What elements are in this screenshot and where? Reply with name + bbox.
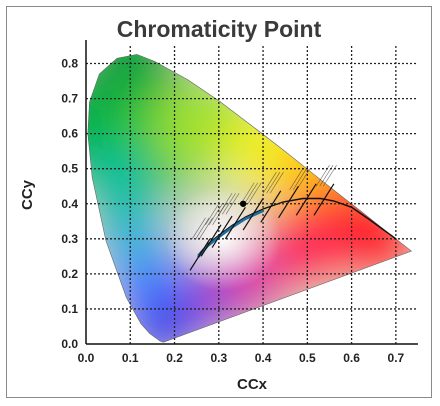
isotemperature-line xyxy=(189,238,211,271)
cct-label-mark xyxy=(199,217,213,239)
chart-title: Chromaticity Point xyxy=(116,16,322,42)
cct-label-mark xyxy=(247,182,262,204)
isotemperature-line xyxy=(224,206,246,240)
cct-label-mark xyxy=(289,168,304,190)
isotemperature-line xyxy=(278,185,299,219)
cct-label-mark xyxy=(269,172,284,194)
x-tick-labels: 0.0 0.1 0.2 0.3 0.4 0.5 0.6 0.7 xyxy=(78,351,405,365)
cct-label-mark xyxy=(292,168,307,190)
y-tick-label: 0.2 xyxy=(61,267,78,281)
x-tick-label: 0.1 xyxy=(122,351,139,365)
y-tick-labels: 0.0 0.1 0.2 0.3 0.4 0.5 0.6 0.7 0.8 xyxy=(61,57,78,351)
y-tick-label: 0.7 xyxy=(61,92,78,106)
isotemperature-line xyxy=(313,183,335,216)
x-tick-label: 0.6 xyxy=(343,351,360,365)
y-tick-label: 0.5 xyxy=(61,162,78,176)
spectral-locus-outline xyxy=(87,54,413,343)
spectral-locus-fill xyxy=(87,54,412,343)
isotemperature-line xyxy=(295,183,317,216)
y-tick-label: 0.0 xyxy=(61,337,78,351)
y-tick-label: 0.3 xyxy=(61,232,78,246)
cct-label-mark xyxy=(315,165,330,187)
data-points xyxy=(239,200,247,207)
cct-label-mark xyxy=(222,193,236,215)
x-tick-label: 0.7 xyxy=(388,351,405,365)
planckian-locus xyxy=(189,165,397,271)
cct-label-mark xyxy=(262,172,277,194)
x-tick-label: 0.2 xyxy=(166,351,183,365)
isotemperature-line xyxy=(242,198,264,231)
x-tick-label: 0.3 xyxy=(210,351,227,365)
y-tick-label: 0.8 xyxy=(61,57,78,71)
cct-label-mark xyxy=(205,203,220,225)
cct-label-mark xyxy=(225,193,240,215)
y-tick-label: 0.1 xyxy=(61,302,78,316)
cct-label-mark xyxy=(296,168,311,190)
cct-label-mark xyxy=(218,193,233,215)
y-tick-label: 0.4 xyxy=(61,197,78,211)
cct-label-mark xyxy=(208,203,223,225)
isotemperature-line xyxy=(260,190,282,223)
grid xyxy=(86,46,418,344)
cct-label-mark xyxy=(191,217,206,239)
cct-label-mark xyxy=(244,182,259,204)
cct-label-mark xyxy=(319,165,334,187)
x-tick-label: 0.0 xyxy=(78,351,95,365)
planck-curve-outer xyxy=(197,197,397,256)
cct-label-mark xyxy=(266,172,281,194)
cct-label-mark xyxy=(212,203,227,225)
cct-label-mark xyxy=(323,165,337,187)
cct-label-mark xyxy=(195,217,210,239)
data-point xyxy=(239,200,247,207)
y-axis-label: CCy xyxy=(19,179,36,210)
y-tick-label: 0.6 xyxy=(61,127,78,141)
isotemperature-line xyxy=(200,224,222,257)
isotemperature-line xyxy=(211,215,233,248)
x-tick-label: 0.4 xyxy=(255,351,272,365)
cct-label-mark xyxy=(240,182,255,204)
x-tick-label: 0.5 xyxy=(299,351,316,365)
x-axis-label: CCx xyxy=(237,376,268,393)
axes xyxy=(85,40,418,345)
